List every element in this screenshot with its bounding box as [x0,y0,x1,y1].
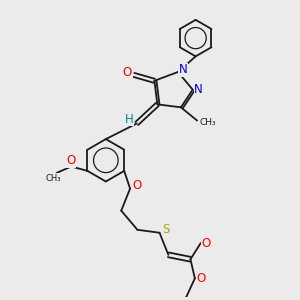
Text: N: N [194,83,203,96]
Text: CH₃: CH₃ [199,118,216,127]
Text: H: H [125,112,134,126]
Text: O: O [201,236,211,250]
Text: O: O [67,154,76,167]
Text: O: O [197,272,206,285]
Text: CH₃: CH₃ [46,174,62,183]
Text: S: S [162,223,170,236]
Text: O: O [123,66,132,79]
Text: O: O [133,179,142,192]
Text: N: N [179,63,188,76]
